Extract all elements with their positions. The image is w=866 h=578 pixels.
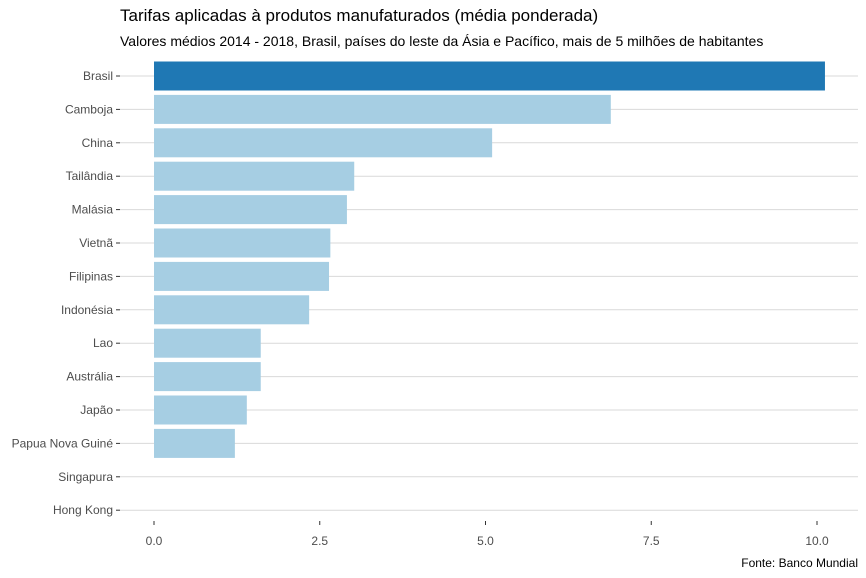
x-tick-label: 5.0 (477, 534, 494, 548)
y-tick-label: Tailândia (66, 169, 114, 183)
y-tick-label: Malásia (72, 203, 114, 217)
bar-papua-nova-guiné (154, 428, 235, 458)
y-tick-label: Lao (93, 336, 113, 350)
bar-vietnã (154, 228, 331, 258)
bar-filipinas (154, 261, 330, 291)
y-tick-label: Papua Nova Guiné (12, 436, 114, 450)
chart-subtitle: Valores médios 2014 - 2018, Brasil, país… (120, 33, 764, 49)
bar-lao (154, 328, 261, 358)
bar-indonésia (154, 295, 310, 325)
y-tick-label: Austrália (66, 370, 113, 384)
y-tick-label: Indonésia (61, 303, 113, 317)
bar-china (154, 128, 493, 158)
y-tick-label: Hong Kong (53, 503, 113, 517)
bar-brasil (154, 61, 825, 91)
x-tick-label: 0.0 (146, 534, 163, 548)
chart-caption: Fonte: Banco Mundial (741, 556, 858, 570)
x-tick-label: 10.0 (805, 534, 829, 548)
chart-title: Tarifas aplicadas à produtos manufaturad… (120, 6, 599, 25)
x-tick-label: 7.5 (643, 534, 660, 548)
bar-japão (154, 395, 247, 425)
y-tick-label: China (82, 136, 114, 150)
y-tick-label: Vietnã (79, 236, 113, 250)
y-tick-label: Camboja (65, 102, 113, 116)
y-tick-label: Japão (80, 403, 113, 417)
bar-tailândia (154, 161, 355, 191)
bar-camboja (154, 94, 611, 124)
bar-malásia (154, 195, 347, 225)
y-tick-label: Singapura (58, 470, 113, 484)
bar-austrália (154, 362, 261, 392)
x-tick-label: 2.5 (311, 534, 328, 548)
y-tick-label: Filipinas (69, 269, 113, 283)
y-tick-label: Brasil (83, 69, 113, 83)
